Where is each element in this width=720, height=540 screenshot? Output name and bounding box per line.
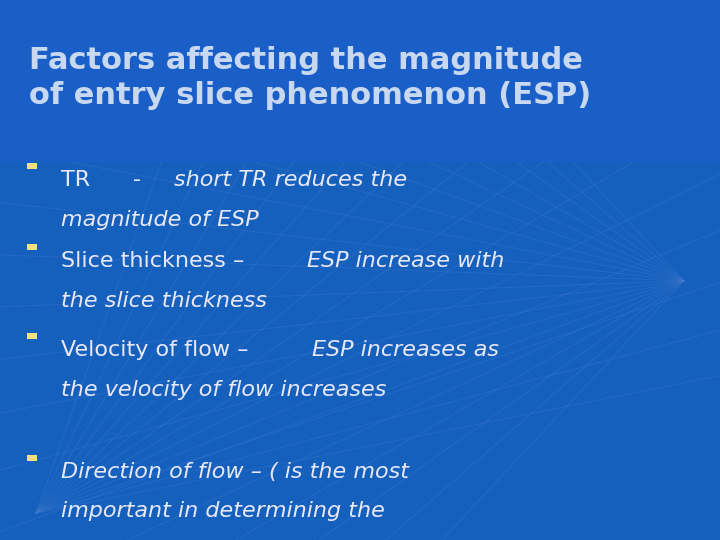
Text: TR      -: TR - (61, 170, 148, 190)
Text: Velocity of flow –: Velocity of flow – (61, 340, 256, 360)
Text: Slice thickness –: Slice thickness – (61, 251, 251, 271)
Text: the slice thickness: the slice thickness (61, 291, 267, 310)
FancyBboxPatch shape (27, 333, 37, 339)
Text: ESP increase with: ESP increase with (307, 251, 504, 271)
Text: magnitude of ESP: magnitude of ESP (61, 210, 258, 230)
FancyBboxPatch shape (27, 455, 37, 461)
Text: important in determining the: important in determining the (61, 501, 385, 521)
FancyBboxPatch shape (27, 163, 37, 169)
Text: ESP increases as: ESP increases as (312, 340, 500, 360)
Text: Direction of flow – ( is the most: Direction of flow – ( is the most (61, 462, 409, 482)
Text: the velocity of flow increases: the velocity of flow increases (61, 380, 387, 400)
FancyBboxPatch shape (27, 244, 37, 250)
Text: short TR reduces the: short TR reduces the (174, 170, 407, 190)
Text: Factors affecting the magnitude
of entry slice phenomenon (ESP): Factors affecting the magnitude of entry… (29, 46, 591, 110)
FancyBboxPatch shape (0, 0, 720, 162)
